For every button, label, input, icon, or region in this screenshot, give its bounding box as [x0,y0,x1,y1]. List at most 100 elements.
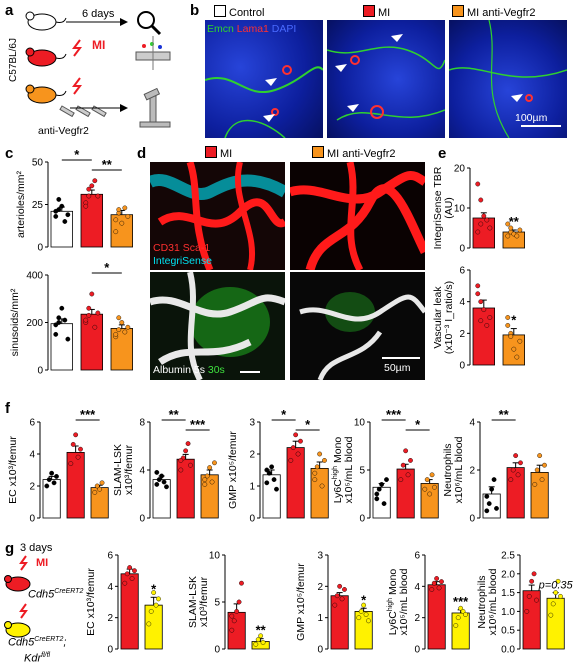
data-point [475,181,481,187]
y-axis-label: SLAM-LSKx10³/femur [187,576,210,628]
y-tick-label: 1 [317,613,323,624]
stain-labels: Emcn Lama1 DAPI [207,23,297,35]
data-point [432,484,437,490]
data-point [266,470,272,476]
data-point [202,481,208,487]
data-point [125,213,131,219]
significance-label: ** [499,407,510,422]
data-point [293,432,299,438]
data-point [54,473,59,479]
data-point [89,183,95,189]
bar [502,231,526,249]
data-point [83,317,89,323]
data-point [65,212,71,218]
y-tick-label: 0 [469,514,475,525]
data-point [484,508,490,514]
bar [227,611,246,650]
significance-label: * [415,417,421,432]
data-point [83,320,89,325]
data-point [274,486,279,492]
data-point [510,467,516,473]
y-tick-label: 2 [317,582,323,593]
data-point [113,229,119,235]
data-point [337,583,343,589]
g-genotype2b: Kdrfl/fl [24,652,51,665]
data-point [475,283,481,289]
data-point [487,225,493,231]
data-point [518,460,523,466]
data-point [154,481,160,487]
data-point [358,609,364,614]
significance-label: * [305,417,311,432]
bar [427,584,446,650]
bar [330,595,349,650]
data-point [288,457,294,463]
arrowhead-icon [265,78,277,86]
data-point [534,467,540,473]
y-tick-label: 2 [29,482,35,493]
bar [522,590,541,650]
data-point [455,615,461,621]
stain-cd31: CD31 Sca-1 [153,242,211,254]
data-point [481,213,487,219]
data-point [229,613,235,619]
mouse-icon [25,84,67,104]
bar [262,474,281,519]
data-point [86,186,92,192]
data-point [132,568,137,574]
data-point [475,229,481,235]
y-tick-label: 0 [139,514,145,525]
data-point [56,320,62,325]
data-point [429,472,435,478]
data-point [513,453,519,458]
data-point [398,477,404,482]
bar [66,451,85,519]
bar [286,447,305,519]
data-point [505,323,511,328]
data-point [431,580,437,586]
data-point [255,637,261,642]
data-point [539,477,545,482]
data-point [53,208,59,214]
y-axis-label: sinusoids/mm² [9,288,21,356]
data-point [322,457,327,463]
data-point [314,464,320,470]
bar [506,467,525,519]
micrograph-d-anti-albumin: 50µm [290,272,425,380]
data-point [231,618,237,624]
significance-label: * [151,581,157,596]
data-point [508,477,514,482]
data-point [271,477,277,482]
data-point [56,196,62,202]
bar [354,611,373,650]
legend-mi-anti: MI anti-Vegfr2 [452,5,535,19]
lightning-icon [19,603,28,619]
y-tick-label: 2.5 [501,551,515,562]
micrograph-control: Emcn Lama1 DAPI [205,20,323,138]
data-point [534,597,539,603]
arrowhead-icon [347,104,359,112]
data-point [524,609,530,614]
y-axis-label: Ly6Chigh Monox10⁵/mL blood [387,568,410,635]
data-point [178,457,184,463]
data-point [68,461,74,466]
data-point [537,453,543,458]
data-point [202,477,208,482]
data-point [53,322,59,328]
y-tick-label: 4 [107,582,113,593]
data-point [97,486,103,492]
y-tick-label: 2 [107,613,113,624]
data-point [260,640,266,645]
lightning-icon [72,39,82,57]
arrowhead-icon [263,114,275,122]
legend-d-mi: MI [205,146,232,160]
data-point [59,305,65,311]
y-tick-label: 1.0 [501,607,515,618]
data-point [264,467,270,473]
data-point [51,480,57,486]
data-point [486,501,492,506]
legend-mi: MI [363,5,390,19]
bar [472,307,496,366]
data-point [264,480,270,486]
bar [472,217,496,249]
